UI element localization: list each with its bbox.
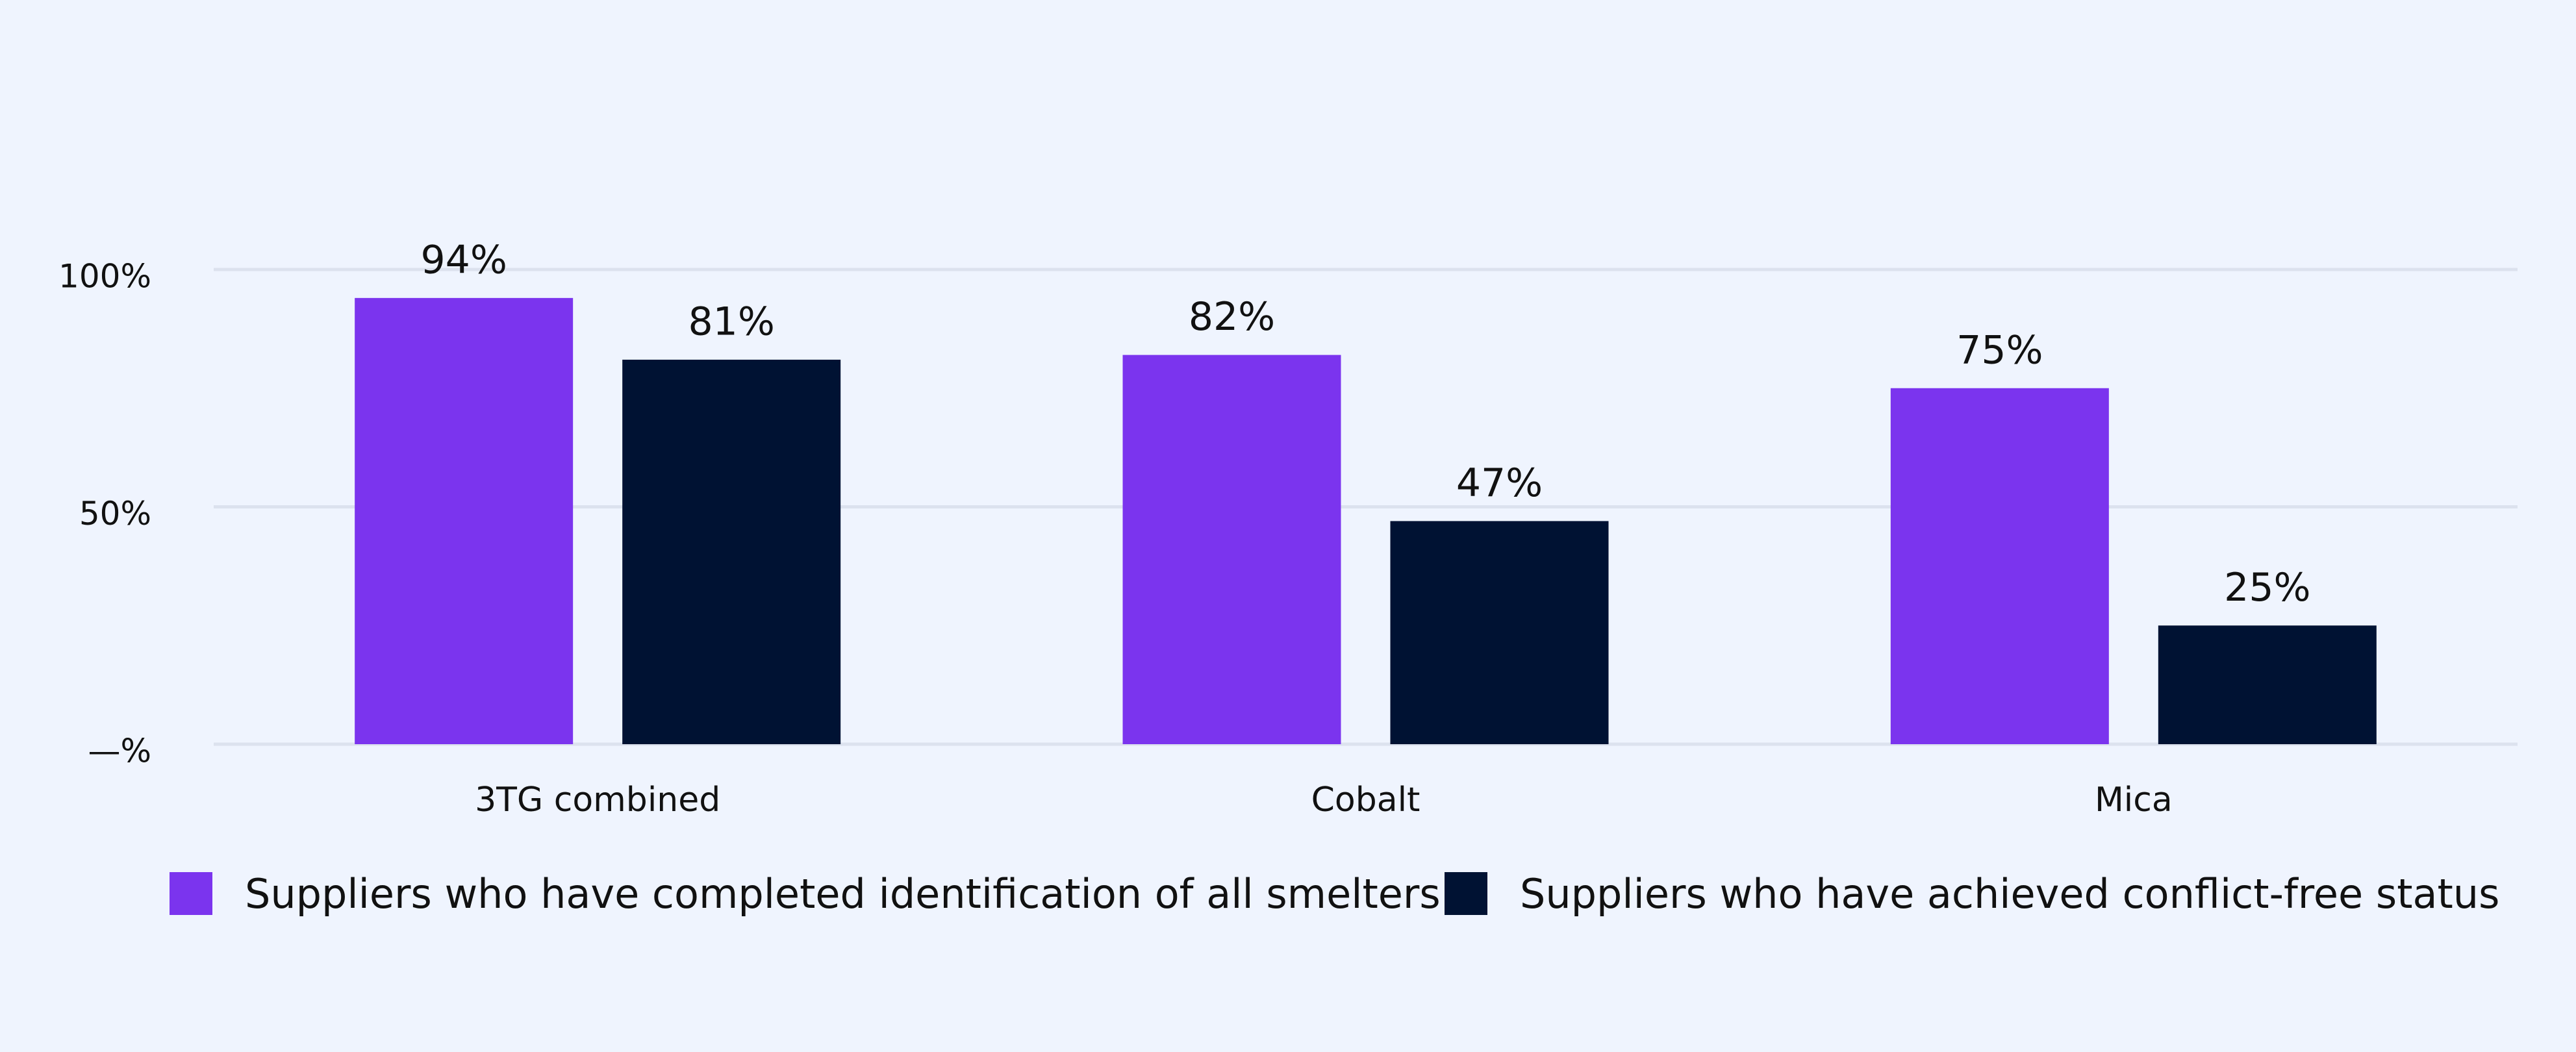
bar [2158, 625, 2377, 744]
bar [355, 297, 574, 744]
bar [622, 359, 841, 744]
value-label: 75% [1956, 327, 2043, 373]
value-label: 47% [1456, 460, 1543, 506]
legend-label: Suppliers who have achieved conflict-fre… [1520, 870, 2499, 918]
value-label: 94% [420, 237, 507, 282]
legend-swatch [1445, 872, 1487, 915]
bar [1390, 521, 1609, 744]
bar [1890, 388, 2109, 744]
value-label: 81% [688, 299, 774, 344]
value-label: 82% [1189, 294, 1275, 340]
bar [1122, 355, 1341, 744]
legend-swatch [170, 872, 212, 915]
y-tick-label: 50% [79, 495, 151, 532]
value-label: 25% [2224, 565, 2310, 610]
x-tick-label: 3TG combined [475, 781, 720, 820]
y-tick-label: 100% [58, 258, 151, 295]
x-tick-label: Mica [2095, 781, 2173, 820]
legend-label: Suppliers who have completed identificat… [245, 870, 1441, 918]
y-tick-label: —% [88, 733, 151, 770]
x-tick-label: Cobalt [1311, 781, 1421, 820]
